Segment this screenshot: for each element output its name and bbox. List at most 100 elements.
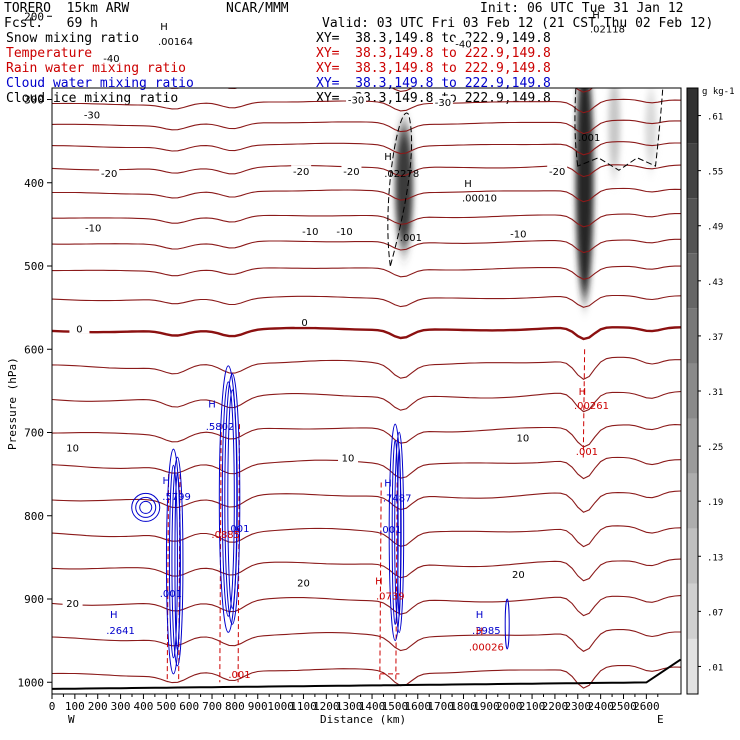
isotherm xyxy=(52,0,681,8)
field-annotation: .2641 xyxy=(106,626,135,637)
isotherm xyxy=(52,595,681,617)
field-name-cloud-water: Cloud water mixing ratio xyxy=(6,76,194,91)
x-tick-label: 1000 xyxy=(267,700,294,713)
temperature-label: 10 xyxy=(517,433,530,444)
field-annotation: .0885 xyxy=(211,530,240,541)
isotherm xyxy=(52,294,681,308)
cloud-water-contour xyxy=(168,464,178,659)
colorbar-tick-label: .19 xyxy=(707,498,723,508)
colorbar-segment xyxy=(687,308,698,364)
x-tick-label: 1600 xyxy=(405,700,432,713)
field-annotation: H xyxy=(592,11,600,22)
field-annotation: H xyxy=(384,152,392,163)
cloud-water-contour xyxy=(227,389,238,609)
colorbar-segment xyxy=(687,528,698,584)
model-title: TORERO 15km ARW xyxy=(4,1,130,16)
cloud-ice-contours xyxy=(387,88,664,267)
temperature-label: -10 xyxy=(336,227,352,238)
field-xy-cloud-water: XY= 38.3,149.8 to 222.9,149.8 xyxy=(316,76,551,91)
x-tick-label: 2300 xyxy=(565,700,592,713)
x-tick-label: 900 xyxy=(248,700,268,713)
cloud-water-contour xyxy=(174,472,181,651)
snow-mixing-ratio-field xyxy=(395,88,657,300)
y-tick-label: 500 xyxy=(24,260,44,273)
field-xy-rain: XY= 38.3,149.8 to 222.9,149.8 xyxy=(316,61,551,76)
temperature-contours xyxy=(52,0,681,689)
x-tick-label: 1900 xyxy=(473,700,500,713)
cloud-water-contour xyxy=(221,381,235,617)
label-bg xyxy=(83,221,104,233)
cloud-water-contours xyxy=(131,365,510,675)
colorbar-tick-label: .25 xyxy=(707,443,723,453)
y-tick-label: 900 xyxy=(24,593,44,606)
isotherm xyxy=(52,61,681,73)
colorbar-segment xyxy=(687,143,698,199)
field-annotation: .00010 xyxy=(462,194,497,205)
x-tick-label: 1300 xyxy=(336,700,363,713)
isotherm xyxy=(52,238,681,254)
colorbar-tick-label: .13 xyxy=(707,553,723,563)
isotherm xyxy=(52,525,681,548)
snow-column xyxy=(395,124,414,250)
x-tick-label: 1100 xyxy=(290,700,317,713)
y-tick-label: 800 xyxy=(24,510,44,523)
label-bg xyxy=(334,225,355,237)
rain-contour xyxy=(582,349,586,458)
forecast-hour: Fcst. 69 h xyxy=(4,16,98,31)
temperature-label: -30 xyxy=(435,98,451,109)
field-annotation: .7487 xyxy=(383,493,412,504)
west-label: W xyxy=(68,713,75,726)
isotherm xyxy=(52,326,681,341)
isotherm xyxy=(52,490,681,513)
field-annotation: .00026 xyxy=(469,642,504,653)
field-annotation: .02278 xyxy=(384,169,419,180)
field-annotation: .02118 xyxy=(590,25,625,36)
field-annotation: H xyxy=(208,399,216,410)
label-bg xyxy=(508,568,529,580)
isotherm xyxy=(52,628,681,652)
center-label: NCAR/MMM xyxy=(226,1,289,16)
field-annotation: .5799 xyxy=(162,492,191,503)
field-annotation: H xyxy=(476,610,484,621)
label-bg xyxy=(62,597,83,609)
x-tick-label: 0 xyxy=(49,700,56,713)
temperature-label: -30 xyxy=(348,96,364,107)
label-bg xyxy=(341,165,362,177)
x-tick-label: 1800 xyxy=(450,700,477,713)
field-name-cloud-ice: Cloud ice mixing ratio xyxy=(6,91,179,106)
label-bg xyxy=(291,165,312,177)
field-annotation: H xyxy=(110,610,118,621)
isotherm xyxy=(52,43,681,56)
colorbar-segment xyxy=(687,473,698,529)
isotherm xyxy=(52,98,681,114)
temperature-label: 10 xyxy=(342,453,355,464)
x-tick-label: 2000 xyxy=(496,700,523,713)
cloud-water-contour xyxy=(397,447,402,618)
ice-contour xyxy=(387,112,413,267)
field-annotation: .001 xyxy=(400,233,422,244)
x-tick-label: 2500 xyxy=(610,700,637,713)
field-annotation: .00164 xyxy=(158,37,193,48)
label-bg xyxy=(346,93,367,105)
y-tick-label: 300 xyxy=(24,94,44,107)
temperature-label: 10 xyxy=(66,443,79,454)
temperature-label: 20 xyxy=(66,599,79,610)
snow-column xyxy=(608,88,621,175)
field-name-snow: Snow mixing ratio xyxy=(6,31,140,46)
temperature-label: -10 xyxy=(85,224,101,235)
x-tick-label: 1700 xyxy=(427,700,454,713)
field-annotation: .3985 xyxy=(472,626,501,637)
field-annotation: .001 xyxy=(576,447,598,458)
field-annotation: .001 xyxy=(228,670,250,681)
field-annotation: .001 xyxy=(227,524,249,535)
ice-contour xyxy=(574,88,664,171)
snow-column xyxy=(575,88,594,300)
field-annotation: H xyxy=(464,179,472,190)
x-tick-label: 600 xyxy=(179,700,199,713)
label-bg xyxy=(101,51,122,63)
terrain xyxy=(52,658,681,690)
isotherm xyxy=(52,356,681,380)
x-tick-label: 2400 xyxy=(587,700,614,713)
field-annotation: H xyxy=(579,387,587,398)
y-tick-label: 600 xyxy=(24,343,44,356)
